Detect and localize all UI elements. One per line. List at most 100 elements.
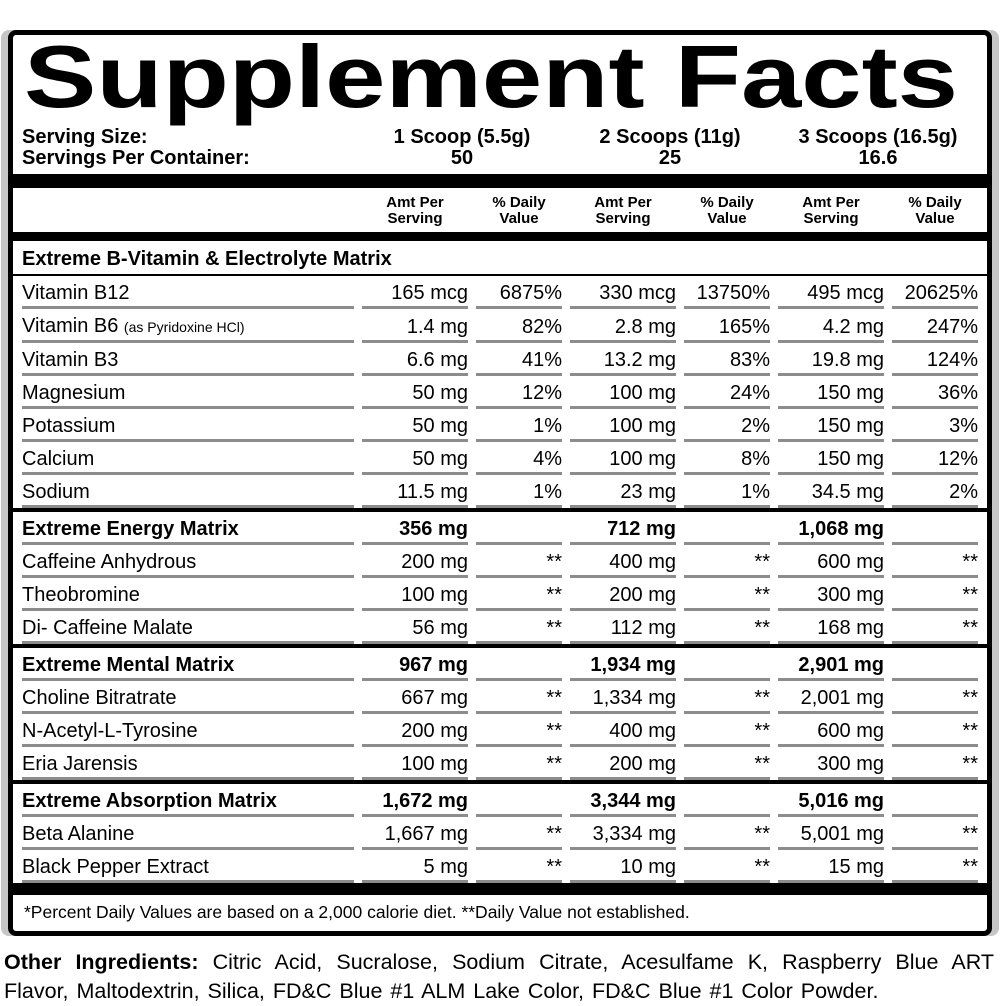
section-amount-cell: 712 mg (570, 512, 676, 545)
amount-cell: 600 mg (778, 545, 884, 578)
section-amount-cell: 3,344 mg (570, 784, 676, 817)
ingredient-row: Potassium 50 mg 1% 100 mg 2% 150 mg 3% (22, 409, 978, 442)
section-daily-value-cell (892, 670, 978, 681)
amount-cell: 200 mg (362, 714, 468, 747)
amount-cell: 200 mg (362, 545, 468, 578)
ingredient-name: Calcium (22, 442, 354, 475)
ingredient-name: N-Acetyl-L-Tyrosine (22, 714, 354, 747)
section-divider (13, 780, 987, 784)
other-ingredients-label: Other Ingredients: (4, 950, 199, 974)
serving-size-value-3: 3 Scoops (16.5g) (798, 126, 958, 148)
ingredient-name: Di- Caffeine Malate (22, 611, 354, 644)
daily-value-cell: 36% (892, 376, 978, 409)
serving-size-value-2: 2 Scoops (11g) (599, 126, 741, 148)
column-header-amt-2: Amt Per Serving (594, 194, 652, 227)
other-ingredients: Other Ingredients: Citric Acid, Sucralos… (4, 948, 994, 1006)
ingredient-name: Sodium (22, 475, 354, 508)
amount-cell: 11.5 mg (362, 475, 468, 508)
daily-value-cell: ** (476, 714, 562, 747)
ingredient-row: Di- Caffeine Malate 56 mg ** 112 mg ** 168 mg… (22, 611, 978, 644)
section-daily-value-cell (476, 806, 562, 817)
amount-cell: 56 mg (362, 611, 468, 644)
section-header-rule (13, 274, 987, 276)
section-divider (13, 508, 987, 512)
ingredient-name: Choline Bitratrate (22, 681, 354, 714)
amount-cell: 400 mg (570, 714, 676, 747)
ingredient-name: Black Pepper Extract (22, 850, 354, 883)
ingredient-row: Eria Jarensis 100 mg ** 200 mg ** 300 mg ** (22, 747, 978, 780)
amount-cell: 4.2 mg (778, 310, 884, 343)
page: Supplement Facts Serving Size: 1 Scoop (… (0, 30, 1000, 1006)
ingredient-row: Calcium 50 mg 4% 100 mg 8% 150 mg 12% (22, 442, 978, 475)
daily-value-cell: ** (476, 611, 562, 644)
ingredient-name: Caffeine Anhydrous (22, 545, 354, 578)
amount-cell: 165 mcg (362, 276, 468, 309)
amount-cell: 10 mg (570, 850, 676, 883)
servings-count-value-2: 25 (658, 147, 682, 169)
daily-value-cell: ** (476, 545, 562, 578)
daily-value-cell: 12% (476, 376, 562, 409)
supplement-facts-label: Supplement Facts Serving Size: 1 Scoop (… (8, 30, 992, 936)
amount-cell: 5,001 mg (778, 817, 884, 850)
daily-value-cell: ** (892, 817, 978, 850)
daily-value-cell: ** (684, 681, 770, 714)
divider-bar-headers (13, 232, 987, 241)
ingredient-row: Caffeine Anhydrous 200 mg ** 400 mg ** 600 mg… (22, 545, 978, 578)
daily-value-cell: ** (892, 611, 978, 644)
section-header-name: Extreme Mental Matrix (22, 648, 354, 681)
amount-cell: 100 mg (570, 409, 676, 442)
ingredient-name-note: (as Pyridoxine HCl) (123, 319, 245, 335)
amount-cell: 667 mg (362, 681, 468, 714)
amount-cell: 150 mg (778, 409, 884, 442)
ingredient-row: Theobromine 100 mg ** 200 mg ** 300 mg ** (22, 578, 978, 611)
section-header-row: Extreme Absorption Matrix 1,672 mg 3,344 m… (22, 784, 978, 817)
amount-cell: 100 mg (362, 578, 468, 611)
amount-cell: 1,334 mg (570, 681, 676, 714)
amount-cell: 168 mg (778, 611, 884, 644)
servings-count-value-1: 50 (450, 147, 474, 169)
amount-cell: 13.2 mg (570, 343, 676, 376)
amount-cell: 19.8 mg (778, 343, 884, 376)
column-header-amt-3: Amt Per Serving (802, 194, 860, 227)
section-daily-value-cell (476, 670, 562, 681)
daily-value-cell: 41% (476, 343, 562, 376)
section-header-name: Extreme Energy Matrix (22, 512, 354, 545)
section-amount-cell: 1,934 mg (570, 648, 676, 681)
amount-cell: 100 mg (362, 747, 468, 780)
section-header-name: Extreme Absorption Matrix (22, 784, 354, 817)
ingredient-row: Sodium 11.5 mg 1% 23 mg 1% 34.5 mg 2% (22, 475, 978, 508)
section-amount-cell: 1,672 mg (362, 784, 468, 817)
amount-cell: 600 mg (778, 714, 884, 747)
amount-cell: 5 mg (362, 850, 468, 883)
amount-cell: 100 mg (570, 442, 676, 475)
column-header-dv-3: % Daily Value (908, 194, 962, 227)
daily-value-cell: 20625% (892, 276, 978, 309)
daily-value-cell: ** (684, 578, 770, 611)
amount-cell: 50 mg (362, 442, 468, 475)
amount-cell: 6.6 mg (362, 343, 468, 376)
section-amount-cell: 1,068 mg (778, 512, 884, 545)
amount-cell: 330 mcg (570, 276, 676, 309)
amount-cell: 100 mg (570, 376, 676, 409)
servings-per-container-row: Servings Per Container: 50 25 16.6 (22, 148, 978, 169)
section-amount-cell: 2,901 mg (778, 648, 884, 681)
amount-cell: 150 mg (778, 376, 884, 409)
ingredient-row: Vitamin B3 6.6 mg 41% 13.2 mg 83% 19.8 mg 124% (22, 343, 978, 376)
page-title: Supplement Facts (24, 39, 958, 126)
amount-cell: 495 mcg (778, 276, 884, 309)
label-title-svg: Supplement Facts (24, 39, 958, 126)
amount-cell: 1,667 mg (362, 817, 468, 850)
daily-value-cell: ** (892, 850, 978, 883)
section-daily-value-cell (684, 670, 770, 681)
daily-value-cell: ** (476, 681, 562, 714)
ingredient-row: N-Acetyl-L-Tyrosine 200 mg ** 400 mg ** 600 m… (22, 714, 978, 747)
ingredient-name: Vitamin B12 (22, 276, 354, 309)
daily-value-cell: ** (684, 545, 770, 578)
daily-value-cell: ** (476, 850, 562, 883)
label-title-wrap: Supplement Facts (22, 37, 978, 127)
footnote: *Percent Daily Values are based on a 2,0… (24, 902, 690, 922)
daily-value-cell: 2% (684, 409, 770, 442)
daily-value-cell: 1% (476, 409, 562, 442)
section-amount-cell: 356 mg (362, 512, 468, 545)
daily-value-cell: 8% (684, 442, 770, 475)
